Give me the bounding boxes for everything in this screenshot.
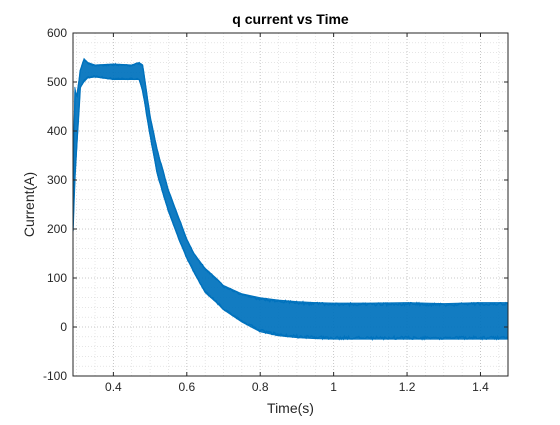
y-tick-label: 600 [47,26,67,40]
axis-ticks: 0.4 0.6 0.8 1 1.2 1.4 -100 0 100 200 300 400 500 600 [43,26,508,394]
x-tick-label: 1.2 [399,380,416,394]
y-tick-label: 500 [47,75,67,89]
x-tick-label: 0.8 [252,380,269,394]
y-axis-label: Current(A) [21,172,37,237]
chart-title: q current vs Time [232,11,349,27]
x-tick-label: 0.4 [105,380,122,394]
y-tick-label: 200 [47,222,67,236]
y-tick-label: -100 [43,369,67,383]
series-layer [73,57,508,341]
series-0-lower-edge [73,75,508,341]
y-tick-label: 100 [47,271,67,285]
x-tick-label: 1.4 [472,380,489,394]
x-tick-label: 1 [330,380,337,394]
y-tick-label: 400 [47,124,67,138]
y-tick-label: 300 [47,173,67,187]
y-tick-label: 0 [60,320,67,334]
plot-frame [72,32,509,377]
x-tick-label: 0.6 [178,380,195,394]
series-0-band [73,57,508,340]
x-axis-label: Time(s) [267,400,314,416]
series-group [73,57,508,341]
series-0-upper-edge [73,58,508,308]
